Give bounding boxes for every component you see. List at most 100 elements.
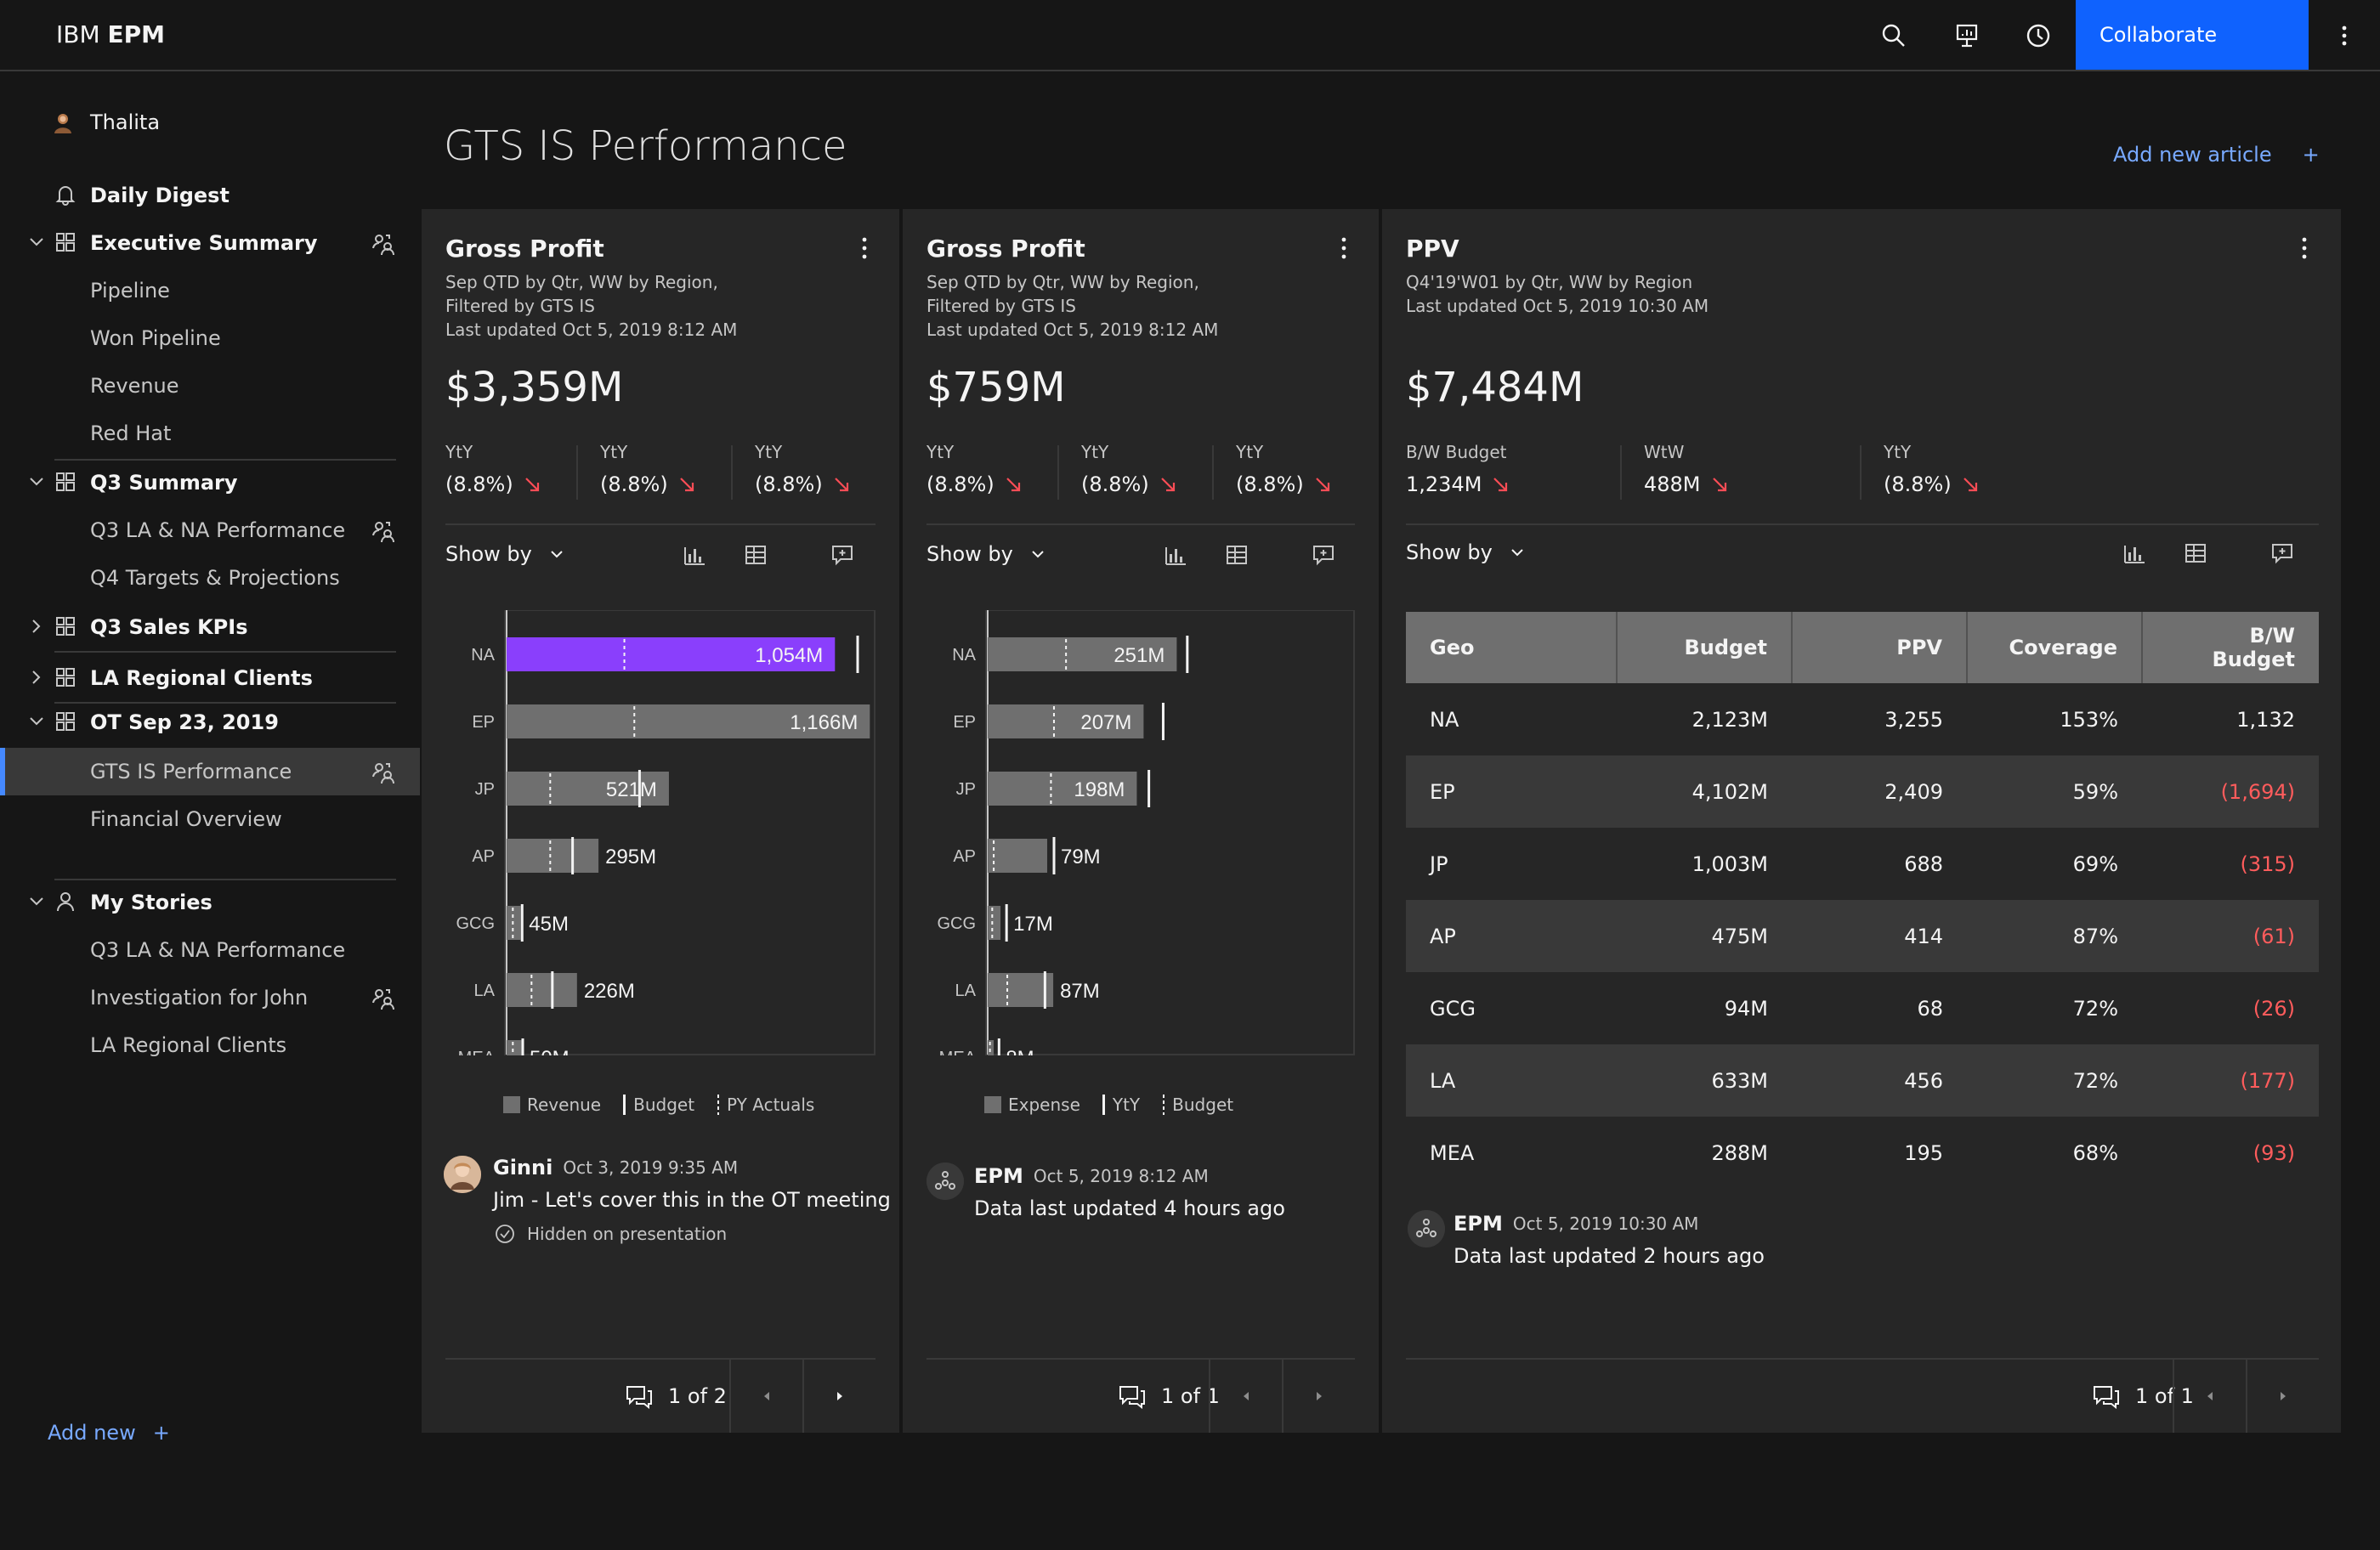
next-button[interactable] bbox=[1282, 1360, 1355, 1433]
kpi-item: YtY (8.8%) bbox=[1081, 442, 1176, 503]
category-label: NA bbox=[471, 646, 495, 665]
overflow-menu-icon[interactable] bbox=[2292, 231, 2317, 265]
column-header-budget[interactable]: Budget bbox=[1617, 612, 1793, 683]
data-label: 1,054M bbox=[755, 644, 823, 667]
table-cell: (93) bbox=[2252, 1140, 2295, 1165]
next-button[interactable] bbox=[2246, 1360, 2319, 1433]
previous-button[interactable] bbox=[1209, 1360, 1282, 1433]
sidebar-item-my-stories[interactable]: My Stories bbox=[0, 879, 420, 926]
kpi-item: YtY (8.8%) bbox=[926, 442, 1022, 503]
show-by-dropdown[interactable]: Show by bbox=[445, 542, 566, 566]
sidebar-item-q3-la-na-performance[interactable]: Q3 LA & NA Performance bbox=[0, 506, 420, 554]
search-icon[interactable] bbox=[1875, 17, 1912, 54]
table-icon[interactable] bbox=[1224, 542, 1250, 568]
overflow-menu-icon[interactable] bbox=[1331, 231, 1357, 265]
table-icon[interactable] bbox=[2183, 540, 2208, 566]
sidebar-item-label: My Stories bbox=[90, 891, 212, 914]
sidebar-item-gts-is-performance[interactable]: GTS IS Performance bbox=[0, 748, 420, 795]
user-profile[interactable]: Thalita bbox=[51, 110, 160, 134]
sidebar-item-q3-sales-kpis[interactable]: Q3 Sales KPIs bbox=[0, 603, 420, 651]
sidebar-item-executive-summary[interactable]: Executive Summary bbox=[0, 219, 420, 267]
comment: Ginni Oct 3, 2019 9:35 AM Jim - Let's cov… bbox=[493, 1156, 891, 1244]
kpi-item: YtY (8.8%) bbox=[445, 442, 541, 503]
presentation-icon[interactable] bbox=[1948, 17, 1986, 54]
table-cell: 633M bbox=[1617, 1044, 1792, 1117]
bar-chart-icon[interactable] bbox=[1163, 542, 1188, 568]
kpi-label: YtY bbox=[1236, 442, 1264, 462]
sidebar-item-pipeline[interactable]: Pipeline bbox=[0, 267, 420, 314]
arrow-down-right-icon bbox=[524, 476, 541, 493]
card-subtitle: Sep QTD by Qtr, WW by Region, Filtered by… bbox=[445, 270, 737, 342]
overflow-menu-icon[interactable] bbox=[852, 231, 877, 265]
show-by-dropdown[interactable]: Show by bbox=[1406, 540, 1527, 564]
divider bbox=[54, 702, 396, 704]
show-by-dropdown[interactable]: Show by bbox=[926, 542, 1047, 566]
brand[interactable]: IBM EPM bbox=[56, 20, 165, 48]
avatar bbox=[444, 1156, 481, 1193]
overflow-menu-icon[interactable] bbox=[2326, 17, 2363, 54]
previous-button[interactable] bbox=[729, 1360, 802, 1433]
sidebar-item-label: Won Pipeline bbox=[90, 326, 221, 350]
sidebar-item-investigation-for-john[interactable]: Investigation for John bbox=[0, 974, 420, 1021]
table-cell: (61) bbox=[2142, 900, 2319, 972]
category-label: MEA bbox=[939, 1049, 977, 1055]
subtitle-line: Sep QTD by Qtr, WW by Region, bbox=[926, 272, 1199, 292]
chevron-down-icon[interactable] bbox=[26, 710, 48, 733]
top-bar: IBM EPM Collaborate bbox=[0, 0, 2380, 71]
sidebar-item-q3-summary[interactable]: Q3 Summary bbox=[0, 459, 420, 506]
collaborate-button[interactable]: Collaborate bbox=[2076, 0, 2309, 70]
kpi-item: WtW 488M bbox=[1644, 442, 1728, 503]
sidebar-item-won-pipeline[interactable]: Won Pipeline bbox=[0, 314, 420, 362]
add-new-article-button[interactable]: Add new article + bbox=[2113, 143, 2320, 167]
sidebar-item-label: Q3 LA & NA Performance bbox=[90, 518, 346, 542]
user-name: Thalita bbox=[90, 110, 161, 134]
table-cell: GCG bbox=[1430, 996, 1476, 1021]
sidebar-item-revenue[interactable]: Revenue bbox=[0, 362, 420, 410]
sidebar-item-ot-sep-23[interactable]: OT Sep 23, 2019 bbox=[0, 699, 420, 746]
kpi-value: (8.8%) bbox=[755, 472, 823, 496]
table-cell: 456 bbox=[1792, 1044, 1967, 1117]
divider bbox=[731, 445, 733, 500]
kpi-label: YtY bbox=[1081, 442, 1109, 462]
bar bbox=[507, 637, 836, 671]
add-comment-icon[interactable] bbox=[830, 542, 855, 568]
data-label: 17M bbox=[1013, 913, 1053, 936]
sidebar-item-la-regional-clients[interactable]: LA Regional Clients bbox=[0, 654, 420, 702]
column-header-bw-budget[interactable]: B/W Budget bbox=[2142, 612, 2319, 683]
bar-chart-icon[interactable] bbox=[2122, 540, 2147, 566]
comment-note: Hidden on presentation bbox=[527, 1224, 728, 1244]
sidebar-item-q3-la-na-performance-story[interactable]: Q3 LA & NA Performance bbox=[0, 926, 420, 974]
chevron-right-icon[interactable] bbox=[26, 666, 48, 688]
history-icon[interactable] bbox=[2020, 17, 2057, 54]
bar bbox=[988, 1040, 994, 1055]
data-label: 1,166M bbox=[790, 711, 858, 734]
column-header-ppv[interactable]: PPV bbox=[1792, 612, 1968, 683]
chevron-down-icon bbox=[547, 545, 566, 563]
divider bbox=[576, 445, 578, 500]
sidebar-item-daily-digest[interactable]: Daily Digest bbox=[0, 172, 420, 219]
category-label: MEA bbox=[458, 1049, 496, 1055]
chevron-down-icon[interactable] bbox=[26, 231, 48, 253]
add-comment-icon[interactable] bbox=[1311, 542, 1336, 568]
previous-button[interactable] bbox=[2173, 1360, 2246, 1433]
table-icon[interactable] bbox=[743, 542, 768, 568]
sidebar-item-q4-targets[interactable]: Q4 Targets & Projections bbox=[0, 554, 420, 602]
legend-label: Budget bbox=[1172, 1095, 1234, 1115]
bar-chart-icon[interactable] bbox=[682, 542, 707, 568]
sidebar-item-red-hat[interactable]: Red Hat bbox=[0, 410, 420, 457]
chevron-right-icon[interactable] bbox=[26, 615, 48, 637]
sidebar-item-la-regional-clients-story[interactable]: LA Regional Clients bbox=[0, 1021, 420, 1069]
chevron-down-icon[interactable] bbox=[26, 891, 48, 913]
sidebar-item-financial-overview[interactable]: Financial Overview bbox=[0, 795, 420, 843]
legend-item-yty: YtY bbox=[1102, 1095, 1140, 1115]
add-new-button[interactable]: Add new + bbox=[48, 1421, 170, 1445]
add-comment-icon[interactable] bbox=[2270, 540, 2295, 566]
kpi-total: $7,484M bbox=[1406, 364, 1584, 411]
column-header-geo[interactable]: Geo bbox=[1406, 612, 1618, 683]
next-button[interactable] bbox=[802, 1360, 876, 1433]
shared-users-icon bbox=[371, 518, 396, 544]
plus-icon: + bbox=[152, 1421, 170, 1445]
column-header-coverage[interactable]: Coverage bbox=[1967, 612, 2143, 683]
chevron-down-icon[interactable] bbox=[26, 471, 48, 493]
comment-text: Jim - Let's cover this in the OT meeting bbox=[493, 1188, 891, 1212]
